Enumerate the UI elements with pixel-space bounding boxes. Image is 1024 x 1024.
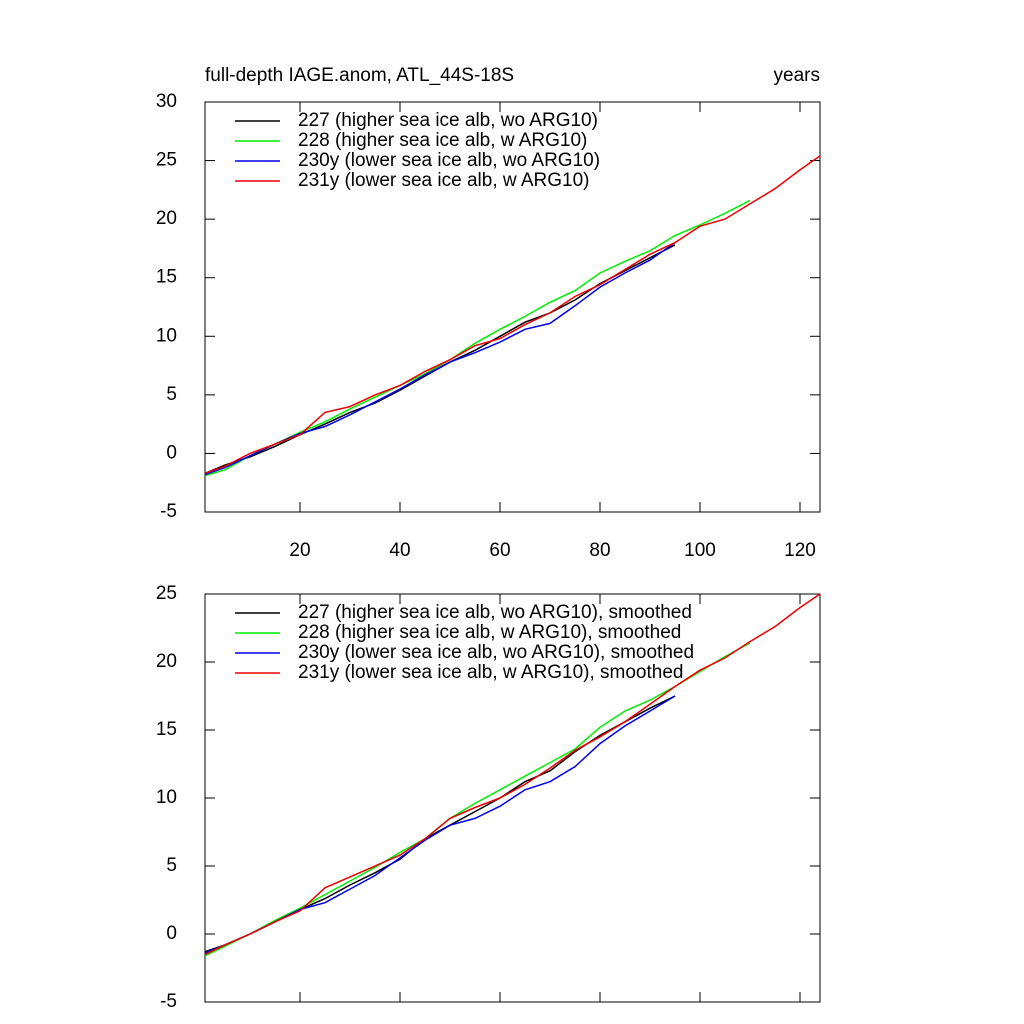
y-tick-label: -5 <box>160 991 177 1012</box>
series-line <box>204 241 676 476</box>
series-line <box>204 244 676 474</box>
legend-label: 231y (lower sea ice alb, w ARG10) <box>298 170 589 191</box>
legend-label: 227 (higher sea ice alb, wo ARG10), smoo… <box>298 602 692 623</box>
legend-label: 228 (higher sea ice alb, w ARG10) <box>298 130 587 151</box>
y-tick-label: 0 <box>166 442 177 463</box>
y-tick-label: 30 <box>156 91 177 112</box>
x-tick-label: 80 <box>589 540 610 561</box>
chart-title: full-depth IAGE.anom, ATL_44S-18S <box>205 65 514 86</box>
plot-frame <box>204 101 821 513</box>
series-line <box>204 642 751 957</box>
y-tick-label: 10 <box>156 787 177 808</box>
legend-label: 228 (higher sea ice alb, w ARG10), smoot… <box>298 622 681 643</box>
legend-label: 231y (lower sea ice alb, w ARG10), smoot… <box>298 662 683 683</box>
y-tick-label: 20 <box>156 651 177 672</box>
series-line <box>204 199 751 477</box>
y-tick-label: 5 <box>166 855 177 876</box>
x-tick-label: 120 <box>784 540 816 561</box>
y-tick-label: 0 <box>166 923 177 944</box>
x-tick-label: 20 <box>289 540 310 561</box>
y-tick-label: 15 <box>156 267 177 288</box>
y-tick-label: 20 <box>156 208 177 229</box>
y-tick-label: 10 <box>156 325 177 346</box>
x-tick-label: 40 <box>389 540 410 561</box>
legend-label: 230y (lower sea ice alb, wo ARG10) <box>298 150 600 171</box>
units-title: years <box>774 65 820 86</box>
series-line <box>204 593 821 956</box>
x-tick-label: 60 <box>489 540 510 561</box>
legend-label: 227 (higher sea ice alb, wo ARG10) <box>298 110 598 131</box>
y-tick-label: -5 <box>160 501 177 522</box>
series-line <box>204 155 821 475</box>
x-tick-label: 100 <box>684 540 716 561</box>
y-tick-label: 5 <box>166 384 177 405</box>
y-tick-label: 25 <box>156 583 177 604</box>
legend-label: 230y (lower sea ice alb, wo ARG10), smoo… <box>298 642 694 663</box>
y-tick-label: 25 <box>156 150 177 171</box>
y-tick-label: 15 <box>156 719 177 740</box>
